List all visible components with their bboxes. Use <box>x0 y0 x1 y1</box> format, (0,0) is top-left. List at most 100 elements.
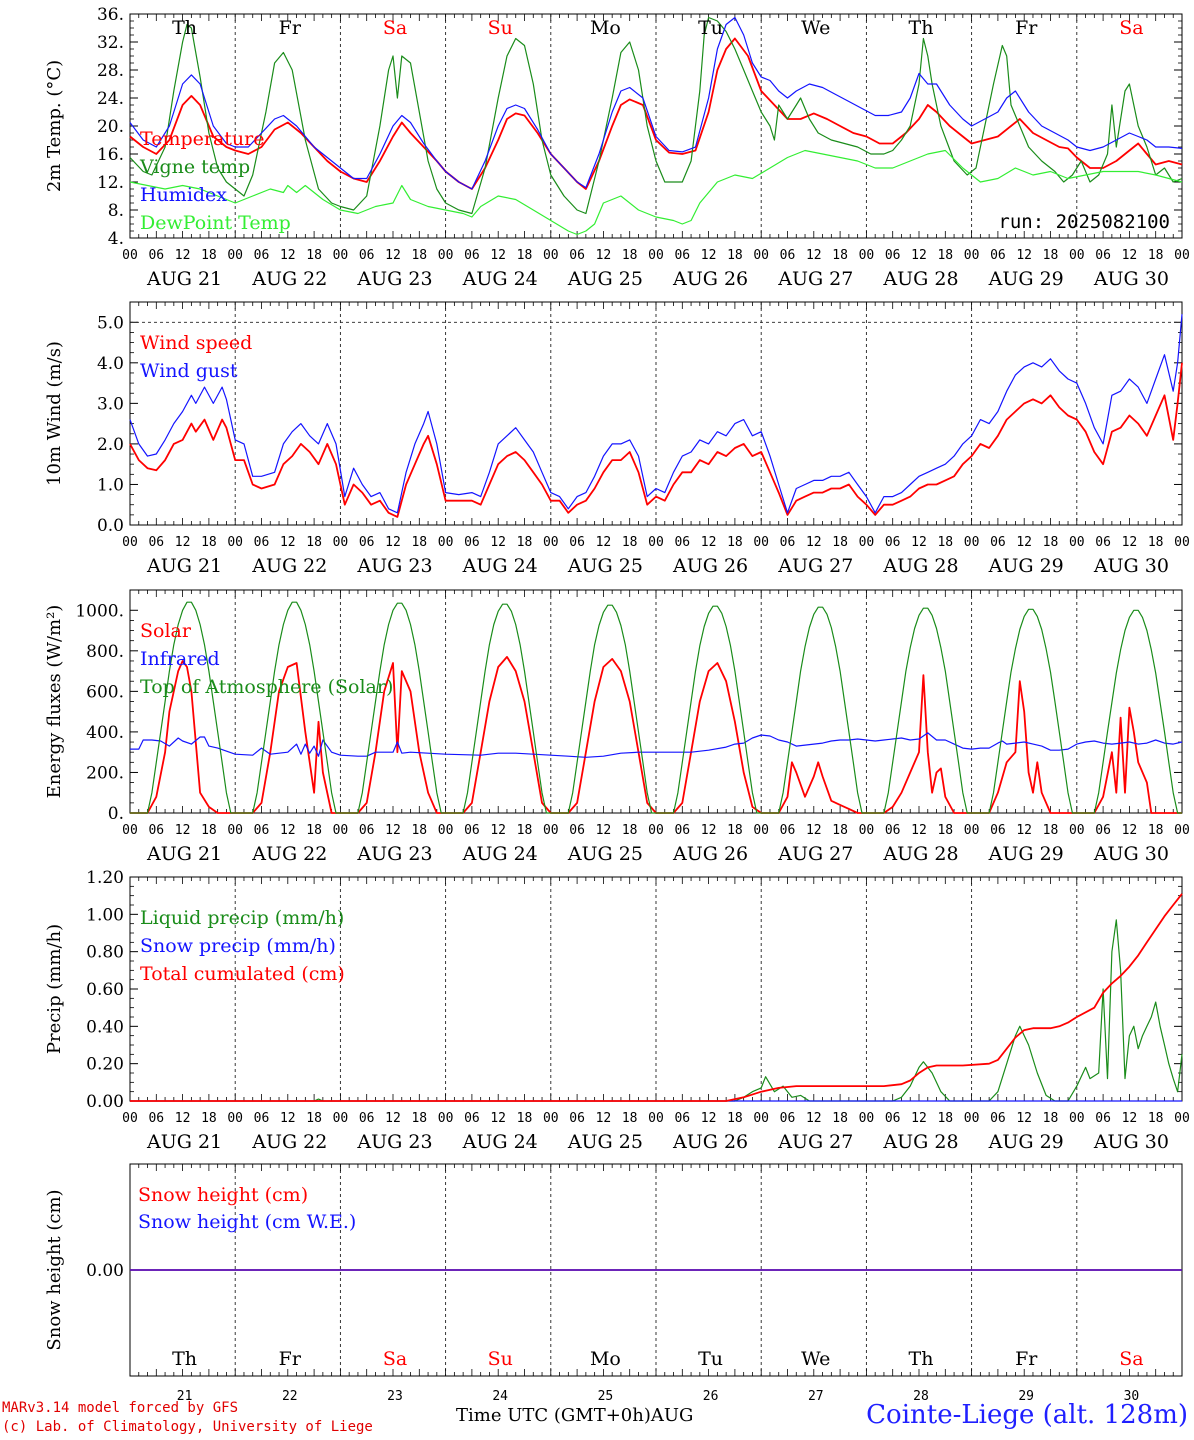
date-label: AUG 22 <box>251 268 327 290</box>
legend-entry: Top of Atmosphere (Solar) <box>140 676 393 698</box>
hour-tick-label: 18 <box>201 823 217 838</box>
y-tick-label: 32. <box>97 33 124 53</box>
series-line-infrared <box>130 732 1183 758</box>
legend-entry: Vigne temp <box>139 156 250 178</box>
hour-tick-label: 00 <box>1174 248 1190 263</box>
hour-tick-label: 00 <box>333 535 349 550</box>
hour-tick-label: 06 <box>148 823 164 838</box>
hour-tick-label: 12 <box>1122 1111 1138 1126</box>
y-tick-label: 16. <box>97 145 124 165</box>
date-label: AUG 23 <box>356 843 432 865</box>
legend-entry: Snow precip (mm/h) <box>140 935 336 957</box>
hour-tick-label: 06 <box>359 823 375 838</box>
date-label: AUG 25 <box>567 555 643 577</box>
bottom-day-number: 28 <box>913 1389 929 1404</box>
hour-tick-label: 06 <box>254 248 270 263</box>
hour-tick-label: 12 <box>701 535 717 550</box>
date-label: AUG 24 <box>462 843 538 865</box>
hour-tick-label: 00 <box>1069 1111 1085 1126</box>
day-of-week-label: Th <box>909 17 934 39</box>
hour-tick-label: 00 <box>1174 535 1190 550</box>
legend-entry: Total cumulated (cm) <box>140 963 345 985</box>
legend-entry: Snow height (cm W.E.) <box>138 1211 356 1233</box>
hour-tick-label: 00 <box>227 248 243 263</box>
hour-tick-label: 18 <box>1043 248 1059 263</box>
date-label: AUG 22 <box>251 1131 327 1153</box>
hour-tick-label: 12 <box>911 823 927 838</box>
y-tick-label: 1.00 <box>86 905 124 925</box>
hour-tick-label: 12 <box>1122 248 1138 263</box>
y-tick-label: 36. <box>97 5 124 25</box>
hour-tick-label: 12 <box>385 823 401 838</box>
hour-tick-label: 18 <box>517 535 533 550</box>
hour-tick-label: 12 <box>596 823 612 838</box>
hour-tick-label: 12 <box>490 1111 506 1126</box>
hour-tick-label: 12 <box>806 248 822 263</box>
y-tick-label: 12. <box>97 173 124 193</box>
date-label: AUG 25 <box>567 268 643 290</box>
date-label: AUG 30 <box>1093 555 1169 577</box>
legend-entry: Wind speed <box>140 332 252 354</box>
hour-tick-label: 12 <box>280 1111 296 1126</box>
hour-tick-label: 18 <box>1148 248 1164 263</box>
hour-tick-label: 18 <box>517 248 533 263</box>
y-tick-label: 28. <box>97 61 124 81</box>
hour-tick-label: 06 <box>885 535 901 550</box>
y-tick-label: 0.20 <box>86 1055 124 1075</box>
hour-tick-label: 00 <box>964 535 980 550</box>
hour-tick-label: 00 <box>648 248 664 263</box>
legend-entry: Snow height (cm) <box>138 1184 308 1206</box>
hour-tick-label: 06 <box>780 248 796 263</box>
date-label: AUG 25 <box>567 1131 643 1153</box>
y-tick-label: 400. <box>86 723 124 743</box>
y-axis-label: 10m Wind (m/s) <box>44 341 65 486</box>
date-label: AUG 30 <box>1093 1131 1169 1153</box>
bottom-day-of-week-label: Th <box>909 1348 934 1370</box>
date-label: AUG 22 <box>251 843 327 865</box>
date-label: AUG 28 <box>882 1131 958 1153</box>
hour-tick-label: 06 <box>1095 535 1111 550</box>
hour-tick-label: 00 <box>122 535 138 550</box>
hour-tick-label: 00 <box>227 823 243 838</box>
legend-entry: Infrared <box>140 648 220 670</box>
hour-tick-label: 06 <box>780 1111 796 1126</box>
date-label: AUG 26 <box>672 555 748 577</box>
series-line-wind-speed <box>129 362 1183 518</box>
date-label: AUG 28 <box>882 268 958 290</box>
bottom-day-of-week-label: Th <box>172 1348 197 1370</box>
hour-tick-label: 18 <box>727 1111 743 1126</box>
hour-tick-label: 12 <box>806 1111 822 1126</box>
y-tick-label: 4.0 <box>97 354 124 374</box>
hour-tick-label: 06 <box>990 535 1006 550</box>
plot-frame <box>129 589 1183 814</box>
hour-tick-label: 00 <box>859 1111 875 1126</box>
date-label: AUG 28 <box>882 843 958 865</box>
hour-tick-label: 06 <box>990 1111 1006 1126</box>
hour-tick-label: 06 <box>464 535 480 550</box>
hour-tick-label: 12 <box>1122 535 1138 550</box>
y-tick-label: 0.00 <box>86 1092 124 1112</box>
panel-2: 5.0 4.0 3.0 2.0 1.0 0.0 10m Wind (m/s) Wind spe… <box>44 301 1190 577</box>
date-label: AUG 21 <box>146 843 222 865</box>
date-label: AUG 24 <box>462 1131 538 1153</box>
hour-tick-label: 18 <box>1148 823 1164 838</box>
hour-tick-label: 18 <box>411 535 427 550</box>
day-of-week-label: Tu <box>698 17 723 39</box>
date-label: AUG 24 <box>462 268 538 290</box>
hour-tick-label: 12 <box>1016 248 1032 263</box>
y-tick-label: 200. <box>86 763 124 783</box>
hour-tick-label: 12 <box>911 248 927 263</box>
legend-entry: Liquid precip (mm/h) <box>140 907 344 929</box>
bottom-day-number: 22 <box>282 1389 298 1404</box>
y-tick-label: 1000. <box>75 601 124 621</box>
hour-tick-label: 12 <box>280 248 296 263</box>
series-line-liquid-precip-mm-h- <box>130 919 1183 1102</box>
hour-tick-label: 00 <box>859 535 875 550</box>
bottom-day-of-week-label: Fr <box>279 1348 302 1370</box>
hour-tick-label: 12 <box>490 248 506 263</box>
hour-tick-label: 06 <box>464 248 480 263</box>
y-axis-label: Precip (mm/h) <box>44 924 65 1054</box>
hour-tick-label: 00 <box>1174 823 1190 838</box>
hour-tick-label: 00 <box>122 248 138 263</box>
hour-tick-label: 00 <box>964 823 980 838</box>
